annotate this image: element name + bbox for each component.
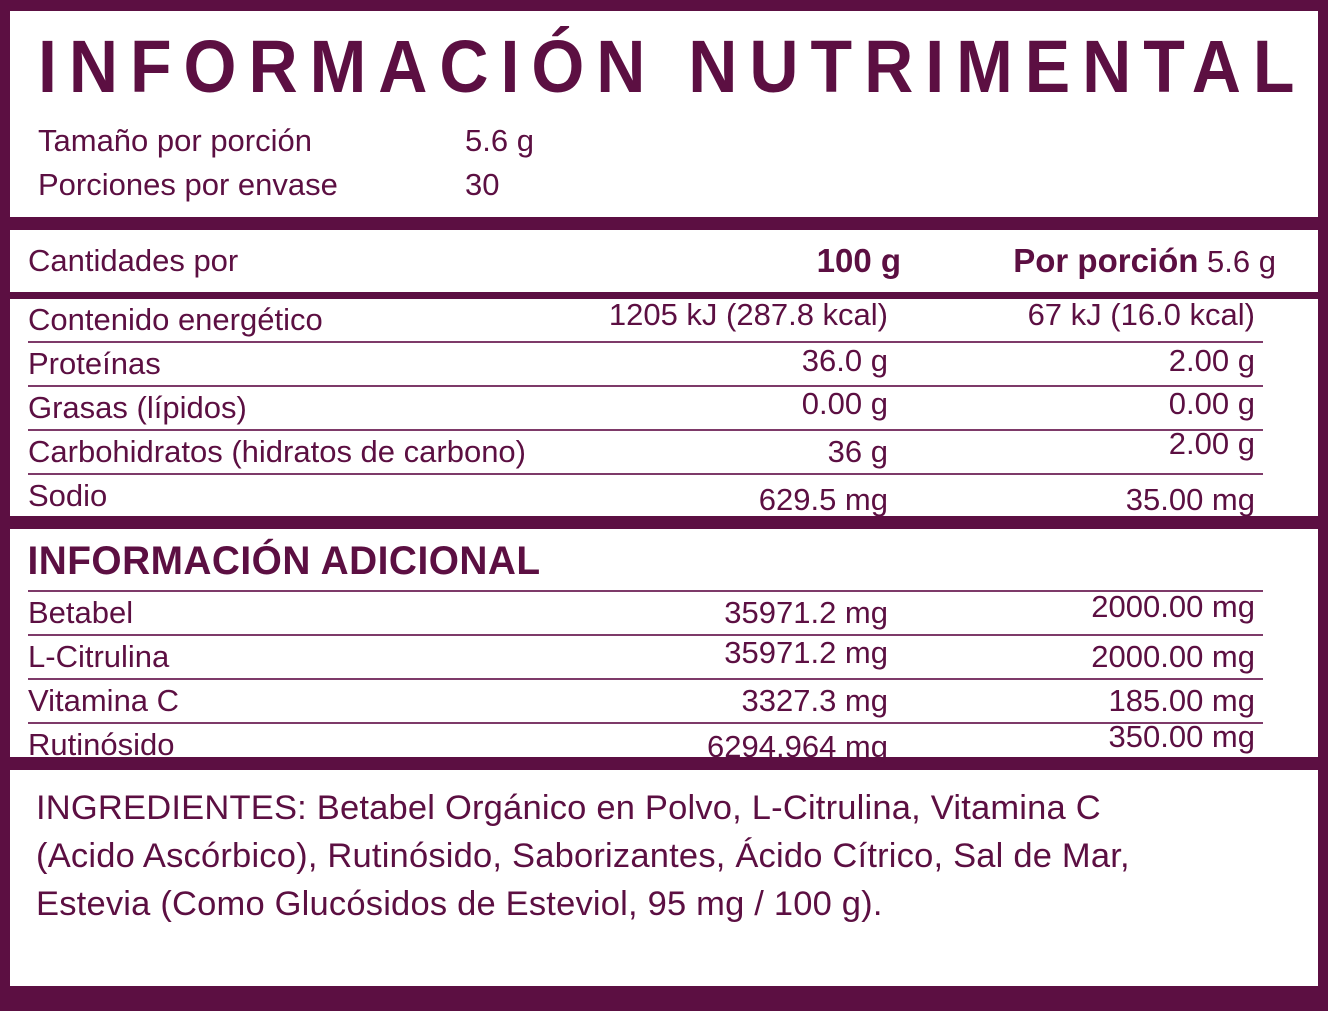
row-sodio: Sodio 629.5 mg 35.00 mg	[10, 475, 1318, 517]
thick-divider	[10, 292, 1318, 299]
ingredient-per-100g: 35971.2 mg	[724, 635, 888, 670]
row-vitamina-c: Vitamina C 3327.3 mg 185.00 mg	[10, 680, 1318, 722]
ingredient-per-portion: 2000.00 mg	[1091, 589, 1255, 624]
portion-header-label: Por porción	[1013, 242, 1199, 279]
ingredients-panel: INGREDIENTES: Betabel Orgánico en Polvo,…	[10, 770, 1318, 986]
table-header-row: Cantidades por 100 g Por porción 5.6 g	[10, 230, 1318, 292]
row-divider	[28, 634, 1263, 636]
row-l-citrulina: L-Citrulina 35971.2 mg 2000.00 mg	[10, 635, 1318, 678]
nutrition-table-panel: Cantidades por 100 g Por porción 5.6 g C…	[10, 230, 1318, 517]
ingredient-label: Betabel	[28, 595, 134, 630]
row-carbohidratos: Carbohidratos (hidratos de carbono) 36 g…	[10, 426, 1318, 473]
nutrient-per-100g: 36.0 g	[801, 343, 888, 378]
row-grasas: Grasas (lípidos) 0.00 g 0.00 g	[10, 386, 1318, 429]
row-proteinas: Proteínas 36.0 g 2.00 g	[10, 343, 1318, 385]
row-divider	[28, 590, 1263, 592]
nutrient-per-100g: 1205 kJ (287.8 kcal)	[608, 297, 888, 332]
row-betabel: Betabel 35971.2 mg 2000.00 mg	[10, 589, 1318, 634]
nutrient-label: Grasas (lípidos)	[28, 390, 247, 425]
ingredient-per-portion: 2000.00 mg	[1091, 639, 1255, 674]
nutrient-label: Proteínas	[28, 346, 161, 381]
row-divider	[28, 385, 1263, 387]
row-divider	[28, 473, 1263, 475]
nutrient-rows: Contenido energético 1205 kJ (287.8 kcal…	[10, 297, 1318, 517]
nutrient-per-100g: 36 g	[827, 434, 888, 469]
row-divider	[28, 429, 1263, 431]
nutrient-per-portion: 2.00 g	[1168, 426, 1255, 461]
row-divider	[28, 341, 1263, 343]
additional-info-panel: INFORMACIÓN ADICIONAL Betabel 35971.2 mg…	[10, 529, 1318, 764]
ingredient-label: L-Citrulina	[28, 639, 170, 674]
row-contenido-energetico: Contenido energético 1205 kJ (287.8 kcal…	[10, 297, 1318, 341]
ingredient-label: Rutinósido	[28, 727, 175, 762]
ingredients-text: INGREDIENTES: Betabel Orgánico en Polvo,…	[36, 789, 1130, 923]
amounts-per-label: Cantidades por	[28, 243, 239, 278]
additional-info-title: INFORMACIÓN ADICIONAL	[27, 539, 541, 583]
nutrient-per-portion: 67 kJ (16.0 kcal)	[1027, 297, 1255, 332]
serving-info: Tamaño por porción 5.6 g Porciones por e…	[38, 119, 1290, 207]
nutrient-per-portion: 35.00 mg	[1125, 482, 1255, 517]
serving-size-label: Tamaño por porción	[38, 123, 312, 158]
ingredient-per-portion: 185.00 mg	[1108, 683, 1256, 718]
serving-size-row: Tamaño por porción 5.6 g	[38, 119, 1290, 163]
servings-per-container-row: Porciones por envase 30	[38, 163, 1290, 207]
column-header-portion: Por porción 5.6 g	[901, 242, 1276, 280]
nutrient-label: Contenido energético	[28, 302, 323, 337]
ingredient-per-100g: 35971.2 mg	[724, 595, 888, 630]
nutrient-per-portion: 2.00 g	[1168, 343, 1255, 378]
ingredient-per-100g: 3327.3 mg	[741, 683, 889, 718]
ingredient-label: Vitamina C	[28, 683, 180, 718]
page-title: INFORMACIÓN NUTRIMENTAL	[38, 25, 1307, 108]
additional-rows: Betabel 35971.2 mg 2000.00 mg L-Citrulin…	[10, 589, 1318, 766]
portion-header-value: 5.6 g	[1207, 244, 1276, 279]
row-divider	[28, 722, 1263, 724]
row-divider	[28, 678, 1263, 680]
nutrient-label: Carbohidratos (hidratos de carbono)	[28, 434, 526, 469]
row-rutinosido: Rutinósido 6294.964 mg 350.00 mg	[10, 719, 1318, 766]
serving-size-value: 5.6 g	[465, 123, 534, 158]
ingredient-per-portion: 350.00 mg	[1108, 719, 1256, 754]
ingredient-per-100g: 6294.964 mg	[707, 729, 888, 764]
nutrient-per-100g: 0.00 g	[801, 386, 888, 421]
servings-per-container-label: Porciones por envase	[38, 167, 338, 202]
nutrient-label: Sodio	[28, 478, 108, 513]
column-header-100g: 100 g	[816, 242, 901, 279]
servings-per-container-value: 30	[465, 167, 500, 202]
nutrient-per-100g: 629.5 mg	[758, 482, 888, 517]
nutrient-per-portion: 0.00 g	[1168, 386, 1255, 421]
label-header-panel: INFORMACIÓN NUTRIMENTAL Tamaño por porci…	[10, 11, 1318, 217]
